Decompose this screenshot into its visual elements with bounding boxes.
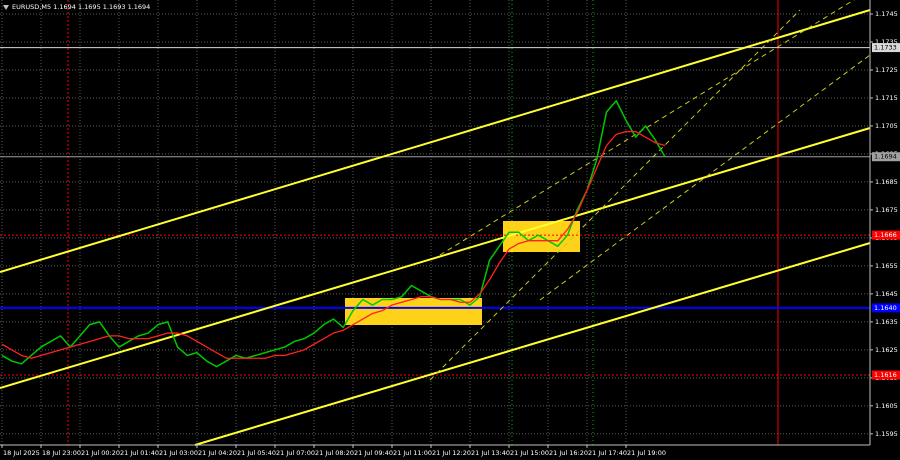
trend-line [539, 54, 871, 301]
level-tag [872, 152, 900, 162]
x-tick-label: 18 Jul 2025 [3, 449, 40, 457]
y-tick-label: 1.1745 [875, 10, 898, 18]
y-tick-label: 1.1715 [875, 94, 898, 102]
price-line [1, 130, 666, 359]
x-tick-label: 21 Jul 15:00 [510, 449, 549, 457]
y-tick-label: 1.1595 [875, 430, 898, 438]
x-tick-label: 21 Jul 08:20 [315, 449, 354, 457]
level-label: 1.1694 [874, 153, 897, 161]
x-tick-label: 21 Jul 12:20 [432, 449, 471, 457]
trend-line [194, 242, 871, 446]
grid [0, 0, 870, 445]
level-tag [872, 230, 900, 240]
y-tick-label: 1.1705 [875, 122, 898, 130]
trend-line [0, 127, 871, 389]
menu-icon [3, 5, 9, 10]
series [1, 100, 666, 368]
x-tick-label: 21 Jul 07:00 [276, 449, 315, 457]
level-tag [872, 43, 900, 53]
y-tick-label: 1.1685 [875, 178, 898, 186]
x-tick-label: 21 Jul 04:20 [198, 449, 237, 457]
y-tick-label: 1.1735 [875, 38, 898, 46]
trend-line [429, 9, 801, 381]
x-tick-label: 21 Jul 09:40 [354, 449, 393, 457]
labels: 1.17451.17351.17251.17151.17051.16951.16… [1, 10, 900, 457]
chart-title: EURUSD,M5 1.1694 1.1695 1.1693 1.1694 [12, 3, 150, 11]
x-tick-label: 21 Jul 11:00 [393, 449, 432, 457]
y-tick-label: 1.1725 [875, 66, 898, 74]
level-tag [872, 370, 900, 380]
level-label: 1.1616 [874, 371, 897, 379]
trend-line [0, 9, 871, 273]
x-tick-label: 21 Jul 03:00 [159, 449, 198, 457]
x-tick-label: 21 Jul 00:20 [81, 449, 120, 457]
x-tick-label: 21 Jul 13:40 [471, 449, 510, 457]
y-tick-label: 1.1635 [875, 318, 898, 326]
level-label: 1.1733 [874, 44, 897, 52]
y-tick-label: 1.1655 [875, 262, 898, 270]
levels [0, 47, 870, 376]
x-tick-label: 21 Jul 16:20 [549, 449, 588, 457]
level-label: 1.1666 [874, 231, 897, 239]
y-tick-label: 1.1625 [875, 346, 898, 354]
x-tick-label: 21 Jul 05:40 [237, 449, 276, 457]
y-tick-label: 1.1645 [875, 290, 898, 298]
y-tick-label: 1.1605 [875, 402, 898, 410]
x-tick-label: 21 Jul 19:00 [627, 449, 666, 457]
trend-line [439, 0, 855, 256]
level-label: 1.1640 [874, 304, 897, 312]
x-tick-label: 21 Jul 01:40 [120, 449, 159, 457]
level-tag [872, 303, 900, 313]
x-tick-label: 18 Jul 23:00 [42, 449, 81, 457]
x-tick-label: 21 Jul 17:40 [588, 449, 627, 457]
price-line [1, 100, 666, 368]
y-tick-label: 1.1675 [875, 206, 898, 214]
price-axis [870, 0, 900, 460]
